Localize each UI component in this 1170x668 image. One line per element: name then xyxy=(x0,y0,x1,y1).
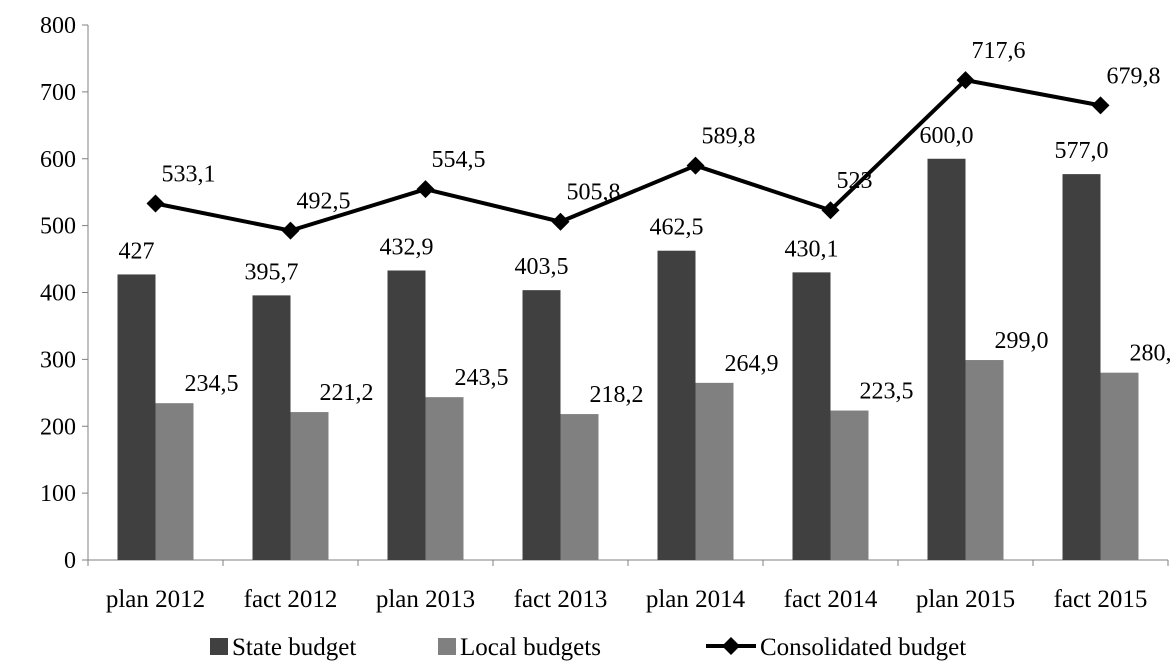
legend-marker-consolidated-budget xyxy=(722,637,740,655)
state-budget-value-label: 403,5 xyxy=(515,254,569,280)
x-tick-label: fact 2013 xyxy=(514,586,608,613)
axes: 0 100 200 300 400 500 600 700 800 plan 2012 fact 2… xyxy=(40,13,1169,613)
state-budget-bar xyxy=(387,270,426,560)
x-tick-label: plan 2013 xyxy=(376,586,475,613)
consolidated-line xyxy=(146,71,1110,240)
state-budget-value-label: 577,0 xyxy=(1055,138,1109,164)
legend-label-consolidated-budget: Consolidated budget xyxy=(760,634,966,661)
consolidated-budget-value-label: 554,5 xyxy=(432,147,486,173)
consolidated-budget-value-label: 717,6 xyxy=(972,38,1026,64)
consolidated-budget-point xyxy=(416,180,435,199)
consolidated-budget-point xyxy=(821,201,840,220)
bars xyxy=(117,158,1139,560)
state-budget-value-label: 395,7 xyxy=(245,259,299,285)
legend-label-local-budgets: Local budgets xyxy=(460,634,601,661)
y-tick-label: 600 xyxy=(40,147,76,173)
y-tick-label: 100 xyxy=(40,481,76,507)
state-budget-bar xyxy=(792,272,831,560)
state-budget-value-label: 432,9 xyxy=(380,234,434,260)
local-budgets-bar xyxy=(830,410,869,560)
local-budgets-value-label: 299,0 xyxy=(995,328,1049,354)
state-budget-bar xyxy=(657,250,696,560)
x-tick-label: plan 2012 xyxy=(106,586,205,613)
local-budgets-bar xyxy=(425,397,464,560)
state-budget-bar xyxy=(927,158,966,560)
consolidated-budget-point xyxy=(1091,96,1110,115)
state-budget-bar xyxy=(117,274,156,560)
state-budget-value-label: 430,1 xyxy=(785,236,839,262)
state-budget-value-label: 600,0 xyxy=(920,123,974,149)
local-budgets-bar xyxy=(560,414,599,560)
legend-swatch-state-budget xyxy=(210,638,228,655)
consolidated-budget-value-label: 679,8 xyxy=(1107,63,1161,89)
consolidated-budget-value-label: 492,5 xyxy=(297,189,351,215)
consolidated-budget-value-label: 505,8 xyxy=(567,180,621,206)
y-tick-label: 0 xyxy=(64,548,76,574)
consolidated-budget-point xyxy=(146,194,165,213)
local-budgets-value-label: 223,5 xyxy=(860,379,914,405)
y-tick-label: 400 xyxy=(40,281,76,307)
local-budgets-value-label: 221,2 xyxy=(320,380,374,406)
local-budgets-bar xyxy=(1100,372,1139,560)
consolidated-budget-value-label: 589,8 xyxy=(702,124,756,150)
consolidated-budget-point xyxy=(686,156,705,175)
x-tick-label: fact 2012 xyxy=(244,586,338,613)
local-budgets-value-label: 218,2 xyxy=(590,382,644,408)
consolidated-budget-line xyxy=(155,78,1101,233)
state-budget-value-label: 427 xyxy=(119,238,155,264)
y-tick-label: 500 xyxy=(40,214,76,240)
consolidated-budget-value-label: 523 xyxy=(837,168,873,194)
consolidated-budget-point xyxy=(551,212,570,231)
consolidated-budget-point xyxy=(956,71,975,90)
local-budgets-bar xyxy=(290,412,329,560)
state-budget-bar xyxy=(252,295,291,560)
x-tick-label: plan 2014 xyxy=(646,586,746,613)
local-budgets-bar xyxy=(695,382,734,560)
legend-swatch-local-budgets xyxy=(438,638,456,655)
legend-label-state-budget: State budget xyxy=(232,634,356,661)
legend: State budget Local budgets Consolidated bu… xyxy=(210,634,966,661)
x-tick-label: fact 2015 xyxy=(1054,586,1148,613)
local-budgets-value-label: 264,9 xyxy=(725,351,779,377)
y-tick-label: 300 xyxy=(40,347,76,373)
consolidated-budget-point xyxy=(281,221,300,240)
x-tick-label: plan 2015 xyxy=(916,586,1015,613)
local-budgets-value-label: 280,1 xyxy=(1130,341,1170,367)
y-tick-label: 700 xyxy=(40,80,76,106)
state-budget-bar xyxy=(522,290,561,560)
state-budget-value-label: 462,5 xyxy=(650,215,704,241)
local-budgets-bar xyxy=(965,360,1004,560)
y-tick-label: 800 xyxy=(40,13,76,39)
y-tick-label: 200 xyxy=(40,414,76,440)
consolidated-budget-value-label: 533,1 xyxy=(162,161,216,187)
x-tick-label: fact 2014 xyxy=(784,586,878,613)
local-budgets-bar xyxy=(155,403,194,560)
data-labels: 427 395,7 432,9 403,5 462,5 430,1 600,0 577,0 23… xyxy=(119,38,1170,408)
local-budgets-value-label: 243,5 xyxy=(455,365,509,391)
state-budget-bar xyxy=(1062,174,1101,560)
local-budgets-value-label: 234,5 xyxy=(185,371,239,397)
